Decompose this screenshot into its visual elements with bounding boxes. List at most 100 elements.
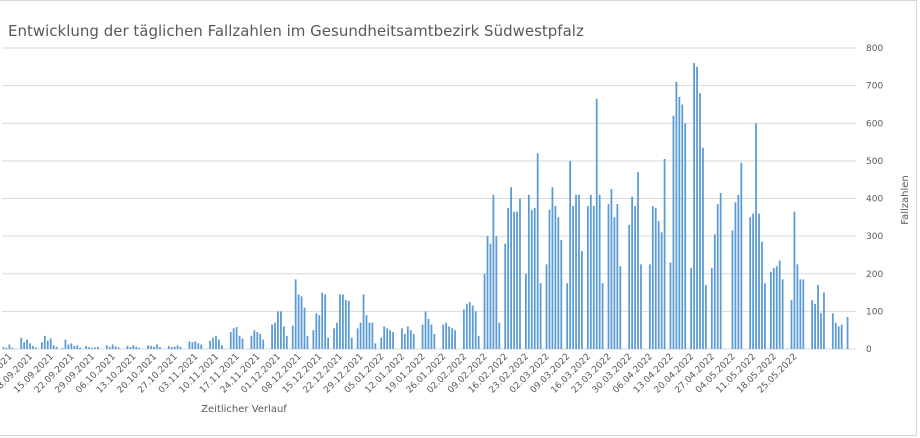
bar	[578, 194, 580, 349]
bar	[427, 318, 430, 349]
bar	[291, 325, 294, 349]
bar	[601, 283, 604, 349]
bar	[507, 207, 510, 349]
bar	[159, 347, 161, 349]
bar	[790, 300, 793, 349]
bar	[271, 324, 273, 349]
bar	[209, 340, 211, 349]
bar	[303, 307, 306, 349]
y-tick-labels: 0 100 200 300 400 500 600 700 800	[866, 44, 883, 355]
bar	[764, 283, 766, 349]
bar	[188, 341, 191, 349]
x-axis-label: Zeitlicher Verlauf	[201, 404, 287, 415]
bar	[412, 333, 415, 349]
bar	[799, 279, 802, 349]
bar	[117, 347, 120, 349]
gridlines	[2, 47, 856, 350]
bar	[548, 209, 551, 349]
bar	[194, 341, 197, 349]
bar	[471, 305, 474, 349]
bar	[669, 262, 672, 349]
bar	[297, 294, 300, 349]
bar	[702, 147, 704, 349]
bar	[321, 292, 324, 349]
bar	[675, 81, 678, 350]
bar	[114, 346, 117, 349]
bar	[569, 160, 572, 350]
bar	[389, 330, 391, 349]
bar	[560, 239, 563, 349]
bar	[793, 211, 796, 349]
bar	[359, 322, 362, 349]
bar	[401, 328, 403, 349]
bar	[403, 333, 406, 349]
bar	[846, 317, 849, 349]
bar	[468, 301, 471, 349]
bar	[259, 333, 262, 349]
bar	[554, 206, 557, 349]
bar	[200, 344, 203, 349]
bar	[837, 326, 840, 349]
bar	[215, 335, 217, 349]
y-tick-label: 400	[866, 195, 883, 205]
y-tick-label: 700	[866, 82, 883, 92]
bar	[811, 300, 814, 349]
bar	[634, 206, 636, 349]
bar	[637, 172, 639, 349]
bar	[775, 266, 778, 349]
bar	[336, 322, 338, 349]
bar	[551, 187, 554, 349]
bar	[170, 347, 173, 349]
bar	[817, 285, 819, 349]
bar	[566, 283, 569, 349]
bar	[40, 342, 43, 349]
bar	[150, 345, 152, 349]
bar	[97, 346, 99, 349]
bar	[696, 66, 698, 349]
bar	[451, 328, 453, 349]
bar	[324, 294, 327, 349]
bar	[823, 292, 825, 349]
bar	[262, 339, 265, 349]
bar	[772, 268, 775, 349]
bar	[581, 251, 583, 349]
bar	[356, 328, 359, 349]
bar	[153, 346, 155, 349]
bar	[94, 347, 96, 349]
bar	[173, 346, 176, 349]
bar	[660, 232, 663, 349]
bars	[2, 63, 849, 350]
bar	[26, 339, 28, 349]
bar	[654, 207, 657, 349]
bar	[533, 207, 536, 349]
bar	[530, 209, 533, 349]
bar	[693, 63, 695, 350]
bar	[536, 153, 539, 349]
bar	[285, 335, 288, 349]
bar	[147, 345, 149, 349]
bar	[73, 345, 76, 349]
bar	[545, 264, 548, 349]
bar	[294, 279, 297, 349]
bar	[347, 300, 350, 349]
y-tick-label: 100	[866, 307, 883, 317]
bar	[758, 213, 760, 349]
bar	[138, 347, 141, 349]
bar	[76, 345, 79, 349]
bar	[344, 300, 347, 349]
bar	[699, 93, 701, 350]
bar	[814, 303, 816, 349]
bar	[318, 315, 321, 349]
bar	[513, 211, 515, 349]
bar	[719, 192, 722, 349]
bar	[731, 230, 734, 349]
bar	[589, 194, 592, 349]
bar	[306, 335, 309, 349]
bar	[85, 345, 87, 349]
bar	[769, 271, 772, 349]
bar	[374, 343, 377, 349]
bar	[613, 217, 616, 349]
bar	[586, 206, 589, 349]
bar	[64, 339, 67, 349]
bar	[463, 309, 465, 349]
